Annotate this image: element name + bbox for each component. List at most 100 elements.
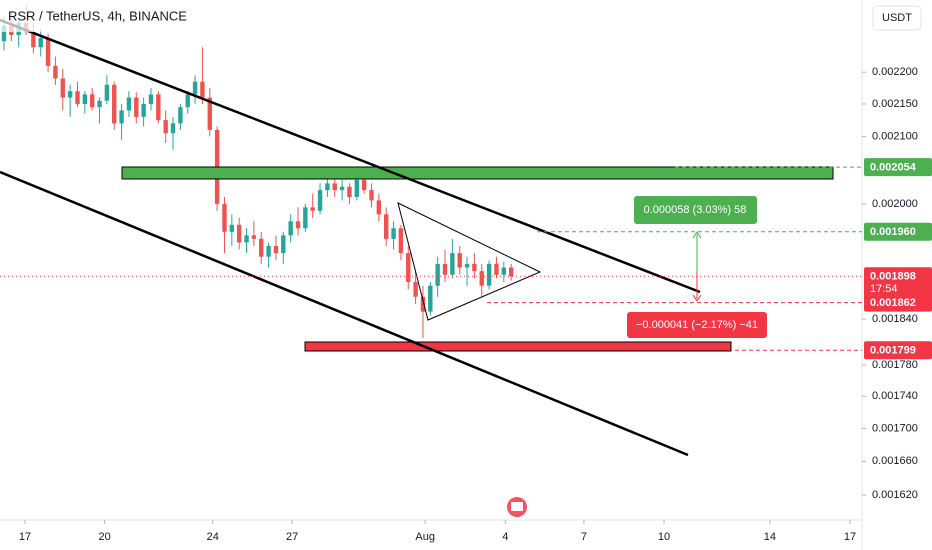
candle-body	[134, 97, 139, 117]
candle-body	[273, 245, 279, 254]
candle-body	[229, 224, 235, 232]
candle-body	[310, 207, 315, 211]
candle-body	[376, 200, 382, 215]
plot	[1, 4, 514, 338]
candle-body	[222, 203, 227, 232]
y-tick-label: 0.001780	[872, 359, 918, 371]
candle-body	[369, 190, 374, 201]
candle-body	[508, 267, 514, 277]
candle-body	[112, 84, 117, 124]
candle-body	[450, 253, 455, 275]
y-tick-label: 0.002150	[872, 98, 918, 110]
candle-body	[200, 81, 205, 98]
price-label: 0.001799	[870, 345, 916, 357]
candle-body	[207, 97, 212, 130]
price-label-box	[864, 293, 932, 312]
candle-body	[501, 267, 507, 275]
y-tick-label: 0.002100	[872, 130, 918, 142]
candle-body	[398, 228, 404, 254]
x-tick-label: 14	[764, 531, 776, 543]
candle-body	[119, 110, 124, 124]
x-tick-label: 4	[502, 531, 508, 543]
measure-down-text: −0.000041 (−2.17%) −41	[636, 319, 758, 331]
candle-body	[67, 91, 73, 98]
candle-body	[192, 81, 198, 95]
resistance-zone	[121, 166, 834, 180]
candle-body	[251, 235, 257, 239]
candle-body	[75, 91, 80, 104]
price-label: 0.001960	[870, 226, 916, 238]
measure-down-arrow	[692, 294, 702, 302]
candle-body	[295, 221, 301, 229]
measure-down-box	[627, 312, 767, 338]
candle-body	[281, 235, 286, 254]
y-tick-label: 0.001660	[872, 455, 918, 467]
candle-body	[472, 263, 477, 272]
candle-body	[148, 94, 154, 104]
price-label-box	[864, 341, 932, 360]
candle-body	[156, 94, 161, 121]
candle-body	[60, 78, 65, 98]
candle-body	[1, 25, 7, 42]
candle-body	[428, 285, 433, 312]
y-tick-label: 0.001840	[872, 313, 918, 325]
measure-up-arrow	[692, 231, 702, 239]
candle-body	[97, 100, 102, 108]
candle-body	[53, 65, 58, 79]
candle-body	[126, 97, 132, 111]
measure-up-box	[634, 196, 757, 224]
candle-body	[347, 186, 352, 197]
candle-body	[420, 296, 426, 312]
currency-label[interactable]: USDT	[882, 12, 912, 24]
candle-body	[354, 179, 359, 197]
x-tick-label: Aug	[415, 531, 435, 543]
candle-body	[141, 103, 146, 117]
candle-body	[486, 263, 492, 286]
candle-body	[31, 31, 36, 48]
candle-body	[479, 271, 484, 286]
price-label: 0.001898	[870, 271, 916, 283]
candle-body	[413, 282, 418, 297]
candle-body	[391, 228, 396, 239]
candle-body	[339, 186, 345, 191]
price-label-box	[864, 158, 932, 177]
logo-inner	[511, 502, 523, 511]
y-tick-label: 0.001620	[872, 489, 918, 501]
y-tick-label: 0.002200	[872, 66, 918, 78]
y-tick-label: 0.002000	[872, 198, 918, 210]
price-label: 0.001862	[870, 297, 916, 309]
candle-body	[45, 38, 51, 66]
candle-body	[361, 179, 367, 191]
candle-body	[38, 38, 43, 48]
candle-body	[259, 238, 264, 257]
candle-body	[244, 235, 249, 243]
candle-body	[325, 183, 330, 191]
triangle	[397, 202, 542, 321]
candle-body	[266, 245, 271, 257]
currency-button[interactable]	[872, 5, 922, 31]
support-zone	[304, 341, 732, 352]
candle-body	[185, 94, 190, 108]
candle-body	[332, 183, 337, 191]
candle-body	[383, 214, 389, 239]
x-tick-label: 17	[844, 531, 856, 543]
candle-body	[236, 224, 242, 243]
price-label-box	[864, 267, 932, 298]
x-tick-label: 7	[581, 531, 587, 543]
candle-body	[288, 221, 293, 236]
candle-body	[317, 190, 323, 211]
candle-body	[457, 253, 462, 268]
chart-title: RSR / TetherUS, 4h, BINANCE	[8, 8, 187, 23]
candle-body	[163, 120, 168, 134]
measure-up-text: 0.000058 (3.03%) 58	[644, 204, 747, 216]
candle-body	[435, 263, 440, 286]
x-tick-label: 17	[19, 531, 31, 543]
candle-body	[406, 253, 411, 283]
y-tick-label: 0.001740	[872, 390, 918, 402]
candle-body	[170, 123, 176, 134]
candle-body	[82, 94, 88, 104]
candle-body	[178, 107, 183, 124]
price-label-box	[864, 222, 932, 241]
